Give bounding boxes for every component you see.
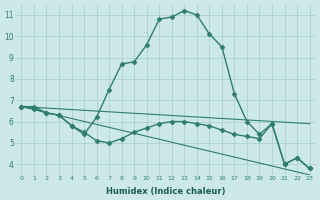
X-axis label: Humidex (Indice chaleur): Humidex (Indice chaleur) — [106, 187, 225, 196]
